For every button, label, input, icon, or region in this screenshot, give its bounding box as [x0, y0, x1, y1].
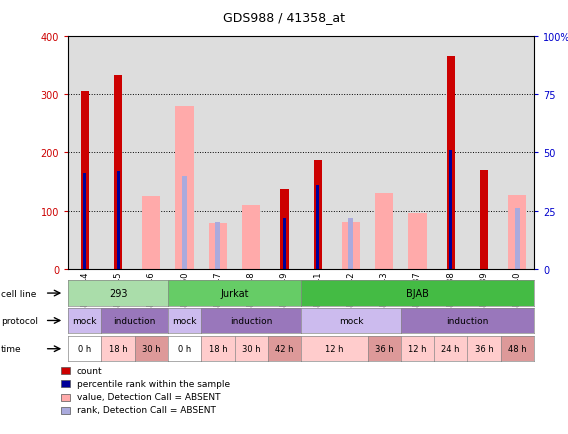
Text: percentile rank within the sample: percentile rank within the sample — [77, 379, 230, 388]
Text: 0 h: 0 h — [78, 345, 91, 353]
Bar — [114, 76, 122, 269]
Bar — [446, 57, 455, 269]
Text: 30 h: 30 h — [242, 345, 261, 353]
Text: GDS988 / 41358_at: GDS988 / 41358_at — [223, 11, 345, 24]
Bar — [348, 218, 353, 269]
Bar — [280, 190, 289, 269]
Bar — [215, 223, 220, 269]
Text: mock: mock — [172, 316, 197, 325]
Text: 48 h: 48 h — [508, 345, 527, 353]
Text: 36 h: 36 h — [475, 345, 494, 353]
Bar — [449, 151, 452, 269]
Text: induction: induction — [230, 316, 272, 325]
Text: 293: 293 — [109, 289, 127, 298]
Bar — [316, 185, 319, 269]
Text: mock: mock — [339, 316, 363, 325]
Bar — [182, 176, 187, 269]
Text: rank, Detection Call = ABSENT: rank, Detection Call = ABSENT — [77, 405, 215, 414]
Text: cell line: cell line — [1, 289, 36, 298]
Bar — [408, 214, 427, 269]
Text: count: count — [77, 366, 102, 375]
Text: 18 h: 18 h — [108, 345, 127, 353]
Text: 36 h: 36 h — [375, 345, 394, 353]
Text: 30 h: 30 h — [142, 345, 161, 353]
Bar — [83, 174, 86, 269]
Text: mock: mock — [73, 316, 97, 325]
Bar — [515, 209, 520, 269]
Bar — [283, 218, 286, 269]
Text: 24 h: 24 h — [441, 345, 460, 353]
Bar — [375, 194, 394, 269]
Text: 12 h: 12 h — [408, 345, 427, 353]
Bar — [342, 223, 360, 269]
Bar — [480, 171, 488, 269]
Bar — [314, 161, 322, 269]
Bar — [242, 205, 260, 269]
Text: BJAB: BJAB — [406, 289, 429, 298]
Text: protocol: protocol — [1, 316, 38, 325]
Text: induction: induction — [114, 316, 156, 325]
Text: 12 h: 12 h — [325, 345, 344, 353]
Text: time: time — [1, 345, 22, 353]
Bar — [81, 92, 89, 269]
Text: 42 h: 42 h — [275, 345, 294, 353]
Text: 18 h: 18 h — [208, 345, 227, 353]
Bar — [208, 224, 227, 269]
Text: 0 h: 0 h — [178, 345, 191, 353]
Bar — [508, 195, 527, 269]
Bar — [176, 106, 194, 269]
Text: induction: induction — [446, 316, 488, 325]
Text: Jurkat: Jurkat — [220, 289, 249, 298]
Text: value, Detection Call = ABSENT: value, Detection Call = ABSENT — [77, 392, 220, 401]
Bar — [142, 197, 161, 269]
Bar — [116, 171, 119, 269]
